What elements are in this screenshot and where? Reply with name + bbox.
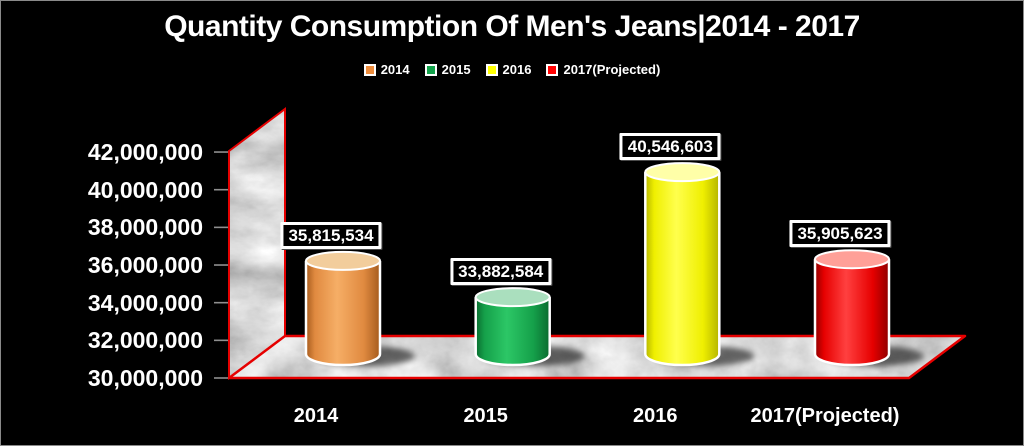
y-axis-tick-label: 34,000,000 xyxy=(87,289,203,316)
data-label: 33,882,584 xyxy=(450,258,552,286)
floor xyxy=(229,336,965,378)
side-wall xyxy=(229,109,285,378)
data-label: 35,815,534 xyxy=(280,221,382,249)
legend: 2014 2015 2016 2017(Projected) xyxy=(1,62,1023,77)
x-axis-category-label: 2015 xyxy=(463,405,508,427)
cylinder-body[interactable] xyxy=(304,260,382,367)
bar-cylinder-2015[interactable] xyxy=(474,287,551,367)
cylinder-top[interactable] xyxy=(474,287,551,308)
legend-item-2016[interactable]: 2016 xyxy=(485,62,532,77)
bar-cylinder-2014[interactable] xyxy=(304,250,382,367)
x-axis-category-label: 2017(Projected) xyxy=(750,405,900,427)
legend-swatch xyxy=(424,63,437,76)
cylinder-body[interactable] xyxy=(813,259,891,367)
y-axis-tick-label: 42,000,000 xyxy=(87,139,203,166)
y-axis-tick-label: 32,000,000 xyxy=(87,327,203,354)
legend-label: 2017(Projected) xyxy=(563,62,661,77)
cylinder-body[interactable] xyxy=(474,297,551,367)
floor-edge xyxy=(227,334,967,380)
cylinder-top[interactable] xyxy=(814,249,890,270)
bar-cylinder-2016[interactable] xyxy=(644,162,721,367)
legend-swatch xyxy=(546,63,559,76)
y-axis-tick-label: 30,000,000 xyxy=(87,365,203,391)
legend-item-2015[interactable]: 2015 xyxy=(424,62,471,77)
chart-title: Quantity Consumption Of Men's Jeans|2014… xyxy=(164,10,860,43)
legend-item-2014[interactable]: 2014 xyxy=(363,62,410,77)
data-label: 40,546,603 xyxy=(619,133,721,161)
data-label: 35,905,623 xyxy=(789,220,891,248)
legend-label: 2014 xyxy=(380,62,410,77)
y-axis-tick-label: 38,000,000 xyxy=(87,214,203,241)
legend-swatch xyxy=(485,63,498,76)
cylinder-top[interactable] xyxy=(305,250,381,271)
x-axis-category-label: 2014 xyxy=(293,405,339,427)
legend-swatch xyxy=(363,63,376,76)
x-axis-category-label: 2016 xyxy=(633,405,678,427)
cylinder-body[interactable] xyxy=(644,172,721,367)
legend-label: 2015 xyxy=(441,62,471,77)
cylinder-top[interactable] xyxy=(644,162,721,183)
y-axis-tick-label: 40,000,000 xyxy=(87,176,203,203)
legend-item-2017(Projected)[interactable]: 2017(Projected) xyxy=(546,62,660,77)
y-axis-tick-label: 36,000,000 xyxy=(87,252,203,279)
legend-label: 2016 xyxy=(502,62,532,77)
bar-cylinder-2017(Projected)[interactable] xyxy=(813,249,891,367)
